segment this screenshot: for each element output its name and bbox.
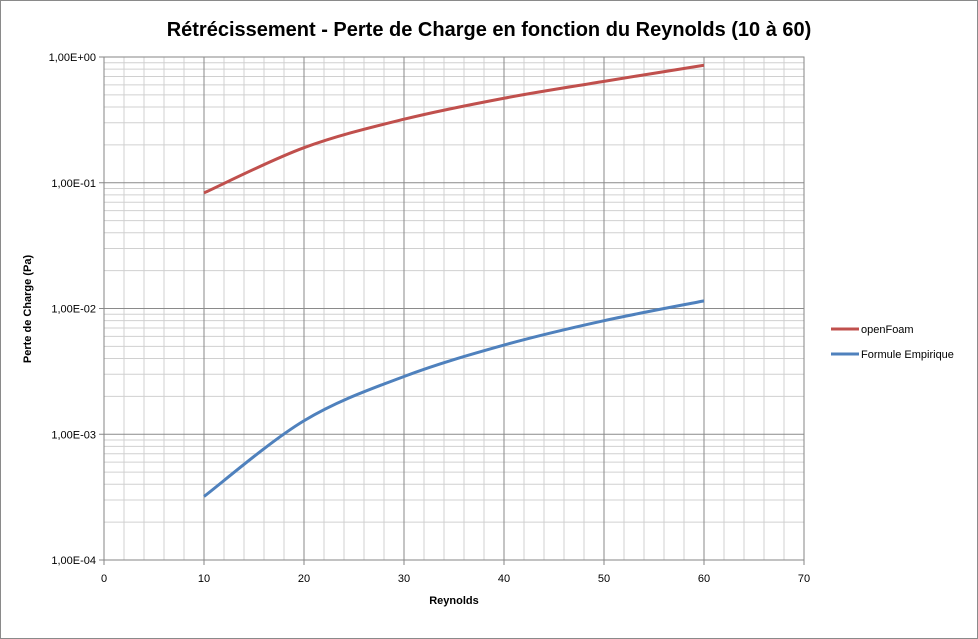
y-tick-label: 1,00E+00 <box>49 52 96 64</box>
legend-label-formule-empirique: Formule Empirique <box>861 349 954 361</box>
x-tick-label: 70 <box>798 573 810 585</box>
series-line-openfoam <box>203 63 705 195</box>
x-tick-label: 0 <box>101 573 107 585</box>
x-tick-label: 10 <box>198 573 210 585</box>
x-tick-label: 50 <box>598 573 610 585</box>
legend: openFoam Formule Empirique <box>831 324 954 361</box>
y-axis-ticks: 1,00E-04 1,00E-03 1,00E-02 1,00E-01 1,00E+00 <box>49 52 104 567</box>
y-axis-label: Perte de Charge (Pa) <box>22 255 34 364</box>
x-tick-label: 30 <box>398 573 410 585</box>
x-tick-label: 40 <box>498 573 510 585</box>
x-tick-label: 60 <box>698 573 710 585</box>
x-axis-ticks: 0 10 20 30 40 50 60 70 <box>101 560 810 585</box>
legend-label-openfoam: openFoam <box>861 324 914 336</box>
series-line-formule-empirique <box>203 299 705 498</box>
y-tick-label: 1,00E-02 <box>51 304 96 316</box>
series-layer <box>203 63 705 498</box>
grid <box>103 56 805 561</box>
y-tick-label: 1,00E-03 <box>51 429 96 441</box>
y-tick-label: 1,00E-01 <box>51 178 96 190</box>
x-tick-label: 20 <box>298 573 310 585</box>
x-axis-label: Reynolds <box>429 595 479 607</box>
chart-title: Rétrécissement - Perte de Charge en fonc… <box>167 19 812 41</box>
y-tick-label: 1,00E-04 <box>51 555 96 567</box>
